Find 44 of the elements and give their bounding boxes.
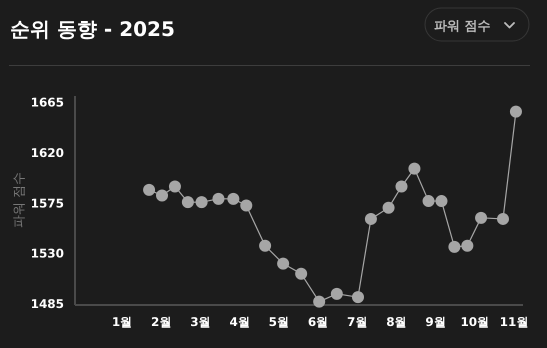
point <box>382 202 395 214</box>
point <box>497 212 510 225</box>
point <box>408 162 420 175</box>
point <box>182 196 194 208</box>
y-tick-label: 1665 <box>30 96 64 110</box>
y-tick-label: 1485 <box>30 296 64 311</box>
point <box>240 200 252 212</box>
x-tick-label: 5월 <box>268 315 289 329</box>
point <box>461 240 474 252</box>
x-tick-label: 4월 <box>229 315 250 329</box>
x-tick-label: 7월 <box>347 315 368 329</box>
point <box>295 268 308 280</box>
point <box>168 180 181 193</box>
point <box>277 258 290 270</box>
y-tick-label: 1575 <box>30 196 64 210</box>
x-tick-label: 3월 <box>190 315 211 329</box>
point <box>448 240 460 253</box>
x-tick-label: 6월 <box>308 315 328 329</box>
x-tick-label: 1월 <box>112 315 132 329</box>
point <box>143 184 156 196</box>
x-tick-label: 2월 <box>151 315 172 329</box>
point <box>352 291 364 304</box>
point <box>196 196 208 208</box>
point <box>156 189 168 202</box>
y-axis-title: 파워 점수 <box>12 172 27 228</box>
dropdown: 파워 점수 <box>424 8 530 42</box>
point <box>435 195 448 208</box>
point <box>259 240 272 252</box>
point <box>395 180 408 193</box>
point <box>475 212 488 224</box>
point <box>364 212 377 225</box>
x-tick-label: 8월 <box>386 315 407 329</box>
point <box>510 106 522 118</box>
x-tick-label: 11월 <box>500 315 528 329</box>
point <box>422 195 435 208</box>
x-tick-label: 10월 <box>460 315 490 329</box>
y-tick-label: 1620 <box>30 146 64 160</box>
point <box>313 296 326 308</box>
y-tick-label: 1530 <box>30 246 64 261</box>
point <box>212 192 224 205</box>
point <box>227 192 240 205</box>
point <box>330 288 343 300</box>
x-tick-label: 9월 <box>425 315 446 329</box>
chart-title: 순위 동향 - 2025 <box>10 17 175 41</box>
